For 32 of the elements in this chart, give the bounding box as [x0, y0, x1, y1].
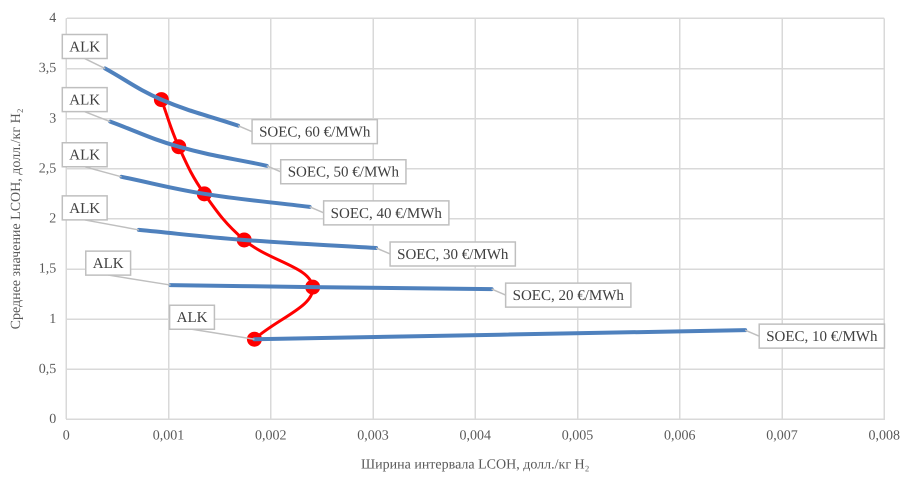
- y-axis-title: Среднее значение LCOH, долл./кг H₂: [9, 108, 24, 330]
- x-tick-label: 0,007: [766, 428, 798, 444]
- x-tick-label: 0,005: [562, 428, 594, 444]
- x-tick-label: 0,003: [357, 428, 389, 444]
- x-tick-label: 0,002: [255, 428, 287, 444]
- annotation: SOEC, 30 €/MWh: [397, 246, 509, 263]
- x-tick-label: 0,006: [664, 428, 696, 444]
- annotation: ALK: [92, 256, 124, 272]
- annotation: SOEC, 60 €/MWh: [259, 124, 371, 141]
- y-tick-label: 1: [49, 312, 56, 327]
- annotation: ALK: [69, 148, 100, 164]
- annotation: ALK: [69, 200, 100, 217]
- annotation: SOEC, 50 €/MWh: [288, 164, 400, 181]
- y-tick-label: 2,5: [38, 161, 56, 176]
- annotation: ALK: [176, 310, 208, 326]
- y-tick-label: 2: [49, 212, 56, 227]
- x-axis-title: Ширина интервала LCOH, долл./кг H₂: [361, 457, 590, 472]
- y-tick-label: 4: [49, 11, 56, 26]
- annotation: ALK: [69, 39, 100, 56]
- y-tick-label: 0: [49, 412, 56, 428]
- y-tick-label: 3,5: [38, 61, 56, 76]
- x-tick-label: 0: [62, 428, 70, 444]
- x-tick-label: 0,008: [868, 428, 900, 444]
- y-tick-label: 3: [49, 111, 56, 126]
- x-tick-label: 0,001: [152, 428, 184, 444]
- y-tick-label: 0,5: [38, 362, 56, 377]
- annotation: SOEC, 20 €/MWh: [512, 288, 624, 304]
- y-tick-label: 1,5: [38, 262, 56, 277]
- annotation: SOEC, 40 €/MWh: [330, 206, 442, 222]
- annotation: SOEC, 10 €/MWh: [766, 329, 878, 346]
- x-tick-label: 0,004: [460, 428, 492, 444]
- annotation: ALK: [69, 92, 100, 109]
